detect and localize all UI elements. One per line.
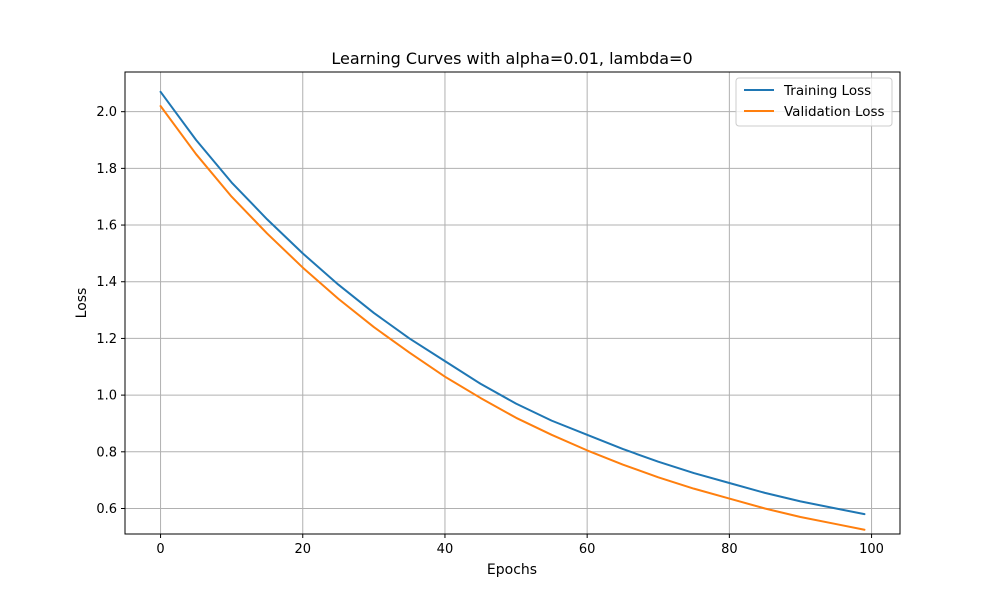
- legend-label-validation: Validation Loss: [784, 104, 885, 120]
- y-tick-label: 0.6: [96, 502, 117, 517]
- grid: [125, 72, 900, 534]
- legend-box: [735, 77, 893, 127]
- training-loss-line: [159, 90, 866, 516]
- chart-title: Learning Curves with alpha=0.01, lambda=…: [331, 49, 692, 68]
- x-tick-label: 20: [294, 542, 311, 557]
- y-tick-label: 1.8: [96, 162, 117, 177]
- x-axis-ticks: 0 20 40 60 80 100: [156, 534, 884, 557]
- x-tick-label: 40: [437, 542, 454, 557]
- y-tick-label: 1.2: [96, 332, 117, 347]
- y-tick-label: 2.0: [96, 105, 117, 120]
- x-tick-label: 100: [859, 542, 884, 557]
- x-tick-label: 0: [156, 542, 164, 557]
- validation-loss-line: [159, 105, 866, 531]
- x-tick-label: 80: [721, 542, 738, 557]
- y-tick-label: 1.4: [96, 275, 117, 290]
- y-axis-label: Loss: [74, 288, 90, 319]
- y-tick-label: 1.6: [96, 219, 117, 234]
- legend-label-training: Training Loss: [783, 83, 871, 99]
- plot-frame: [124, 71, 901, 535]
- series-lines: [159, 90, 866, 531]
- x-axis-label: Epochs: [487, 562, 537, 578]
- y-tick-label: 1.0: [96, 389, 117, 404]
- legend: Training Loss Validation Loss: [735, 77, 893, 127]
- x-tick-label: 60: [579, 542, 596, 557]
- y-tick-label: 0.8: [96, 445, 117, 460]
- y-axis-ticks: 0.6 0.8 1.0 1.2 1.4 1.6 1.8 2.0: [96, 105, 125, 517]
